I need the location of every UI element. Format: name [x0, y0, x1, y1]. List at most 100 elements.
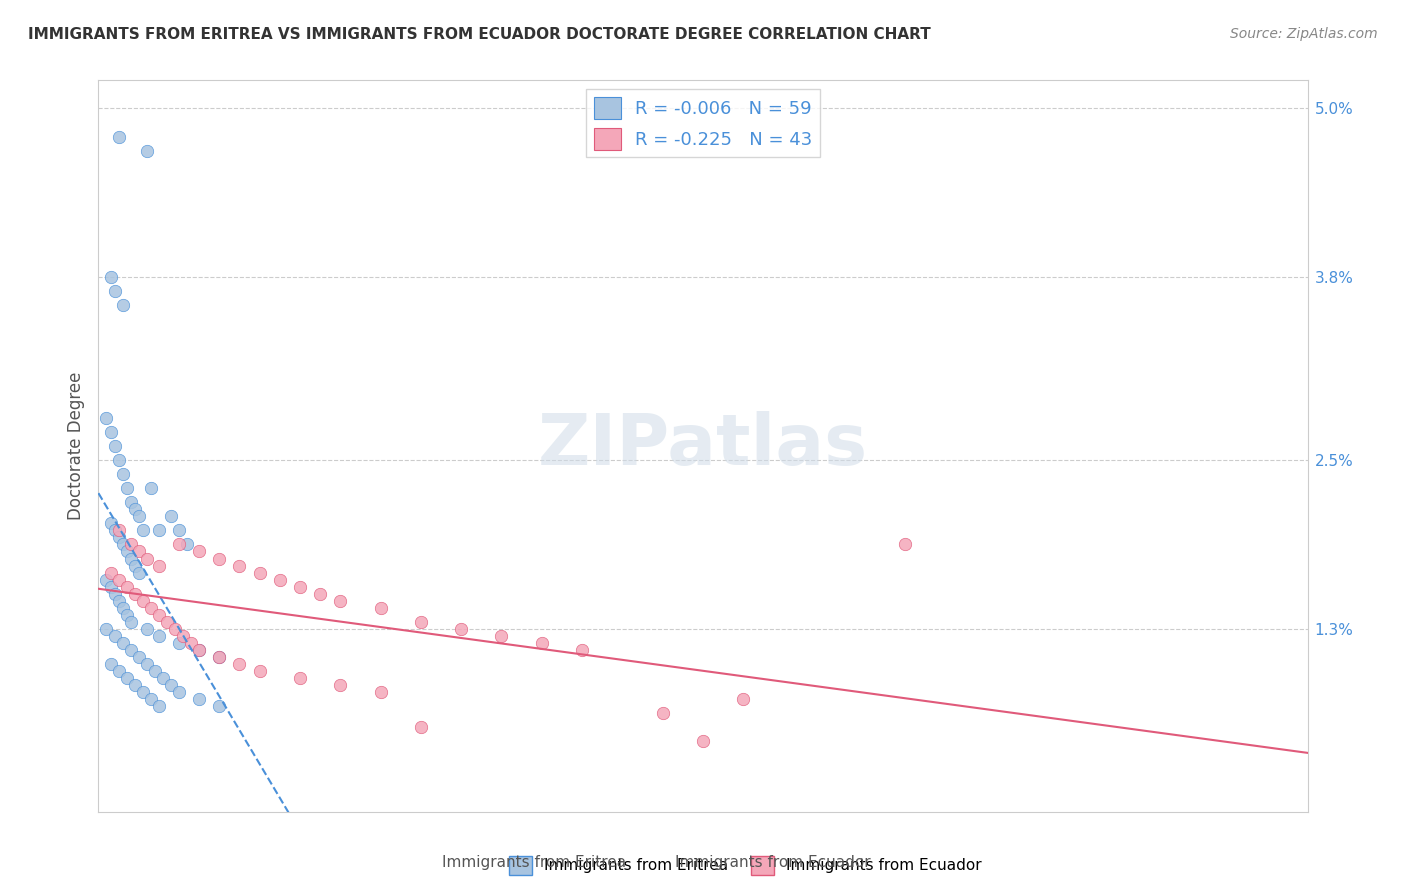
Point	[530, 636, 553, 650]
Point	[100, 580, 122, 594]
Point	[269, 573, 291, 587]
Point	[167, 636, 190, 650]
Point	[208, 699, 231, 714]
Point	[115, 481, 138, 495]
Point	[152, 671, 174, 685]
Point	[180, 636, 202, 650]
Point	[96, 622, 118, 636]
Point	[188, 692, 211, 706]
Point	[167, 524, 190, 538]
Point	[120, 643, 142, 657]
Point	[228, 558, 250, 573]
Point	[107, 453, 129, 467]
Point	[409, 720, 432, 734]
Point	[160, 509, 183, 524]
Point	[103, 285, 125, 299]
Point	[100, 270, 122, 285]
Point	[139, 692, 162, 706]
Point	[100, 566, 122, 580]
Point	[491, 629, 513, 643]
Point	[148, 699, 170, 714]
Point	[156, 615, 179, 629]
Point	[124, 587, 146, 601]
Text: ZIPatlas: ZIPatlas	[538, 411, 868, 481]
Text: Immigrants from Ecuador: Immigrants from Ecuador	[675, 855, 872, 870]
Text: Immigrants from Eritrea: Immigrants from Eritrea	[443, 855, 626, 870]
Text: Source: ZipAtlas.com: Source: ZipAtlas.com	[1230, 27, 1378, 41]
Point	[115, 544, 138, 558]
Point	[111, 600, 134, 615]
Point	[128, 509, 150, 524]
Point	[107, 524, 129, 538]
Point	[409, 615, 432, 629]
Point	[103, 629, 125, 643]
Point	[692, 734, 714, 748]
Point	[124, 558, 146, 573]
Point	[100, 516, 122, 531]
Point	[128, 650, 150, 665]
Point	[135, 144, 157, 158]
Point	[148, 524, 170, 538]
Point	[139, 481, 162, 495]
Point	[148, 607, 170, 622]
Point	[309, 587, 332, 601]
Point	[167, 685, 190, 699]
Point	[132, 685, 155, 699]
Point	[107, 593, 129, 607]
Point	[107, 129, 129, 144]
Point	[124, 502, 146, 516]
Point	[132, 593, 155, 607]
Point	[96, 573, 118, 587]
Point	[128, 544, 150, 558]
Legend: Immigrants from Eritrea, Immigrants from Ecuador: Immigrants from Eritrea, Immigrants from…	[502, 850, 988, 880]
Point	[100, 425, 122, 439]
Legend: R = -0.006   N = 59, R = -0.225   N = 43: R = -0.006 N = 59, R = -0.225 N = 43	[586, 89, 820, 157]
Point	[120, 537, 142, 551]
Point	[135, 657, 157, 671]
Point	[100, 657, 122, 671]
Point	[370, 600, 392, 615]
Text: IMMIGRANTS FROM ERITREA VS IMMIGRANTS FROM ECUADOR DOCTORATE DEGREE CORRELATION : IMMIGRANTS FROM ERITREA VS IMMIGRANTS FR…	[28, 27, 931, 42]
Point	[120, 615, 142, 629]
Point	[103, 587, 125, 601]
Point	[148, 629, 170, 643]
Point	[188, 643, 211, 657]
Point	[163, 622, 186, 636]
Point	[115, 671, 138, 685]
Point	[571, 643, 593, 657]
Point	[450, 622, 472, 636]
Point	[176, 537, 198, 551]
Point	[107, 573, 129, 587]
Point	[132, 524, 155, 538]
Point	[107, 664, 129, 678]
Point	[103, 439, 125, 453]
Point	[208, 650, 231, 665]
Point	[329, 593, 352, 607]
Point	[288, 671, 311, 685]
Point	[188, 643, 211, 657]
Point	[111, 636, 134, 650]
Point	[172, 629, 194, 643]
Point	[115, 580, 138, 594]
Point	[208, 551, 231, 566]
Point	[148, 558, 170, 573]
Point	[329, 678, 352, 692]
Point	[128, 566, 150, 580]
Point	[111, 298, 134, 312]
Point	[370, 685, 392, 699]
Point	[208, 650, 231, 665]
Point	[111, 537, 134, 551]
Point	[249, 664, 271, 678]
Point	[96, 410, 118, 425]
Point	[249, 566, 271, 580]
Point	[188, 544, 211, 558]
Point	[160, 678, 183, 692]
Point	[651, 706, 673, 721]
Point	[228, 657, 250, 671]
Point	[893, 537, 915, 551]
Point	[167, 537, 190, 551]
Point	[103, 524, 125, 538]
Point	[124, 678, 146, 692]
Y-axis label: Doctorate Degree: Doctorate Degree	[66, 372, 84, 520]
Point	[115, 607, 138, 622]
